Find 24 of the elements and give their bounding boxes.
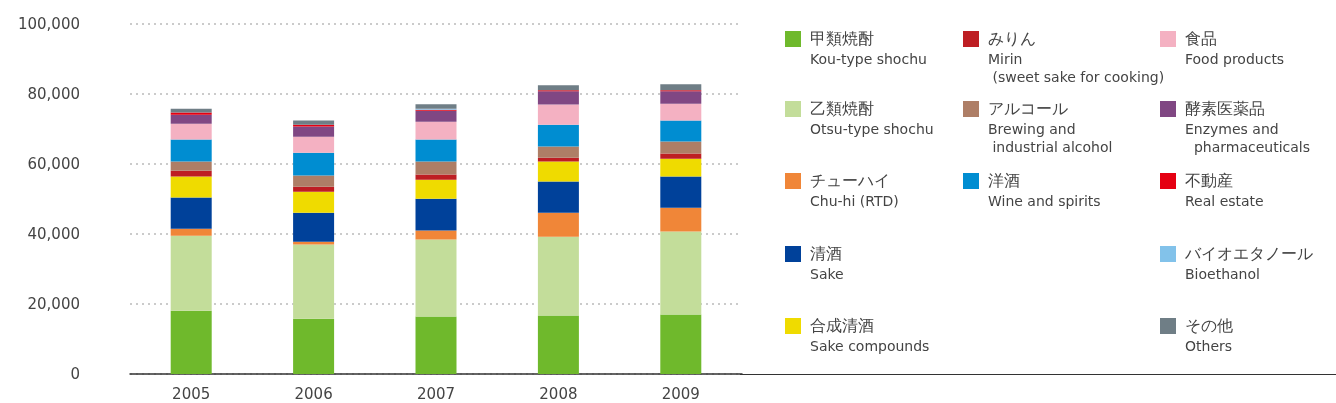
- x-tick-label: 2008: [539, 384, 578, 403]
- legend-label: 合成清酒 Sake compounds: [810, 315, 930, 355]
- x-tick-label: 2005: [172, 384, 211, 403]
- legend-label: 不動産 Real estate: [1185, 170, 1264, 210]
- legend-label: 甲類焼酎 Kou-type shochu: [810, 28, 927, 68]
- y-tick-label: 40,000: [27, 225, 80, 243]
- legend-label: 酵素医薬品 Enzymes and pharmaceuticals: [1185, 98, 1310, 156]
- y-tick-label: 100,000: [17, 15, 80, 33]
- x-tick-label: 2009: [661, 384, 700, 403]
- x-tick-label: 2007: [416, 384, 456, 403]
- legend-label: バイオエタノール Bioethanol: [1185, 243, 1313, 283]
- legend-label: 清酒 Sake: [810, 243, 844, 283]
- legend-label: 洋酒 Wine and spirits: [988, 170, 1101, 210]
- y-tick-label: 80,000: [27, 85, 80, 103]
- legend-label: 食品 Food products: [1185, 28, 1285, 68]
- legend-label: アルコール Brewing and industrial alcohol: [988, 98, 1113, 156]
- legend-label: その他 Others: [1185, 315, 1233, 355]
- y-tick-label: 60,000: [27, 155, 80, 173]
- legend-label: みりん Mirin (sweet sake for cooking): [988, 28, 1165, 86]
- y-tick-label: 20,000: [27, 295, 80, 313]
- legend-label: チューハイ Chu-hi (RTD): [810, 170, 899, 210]
- legend-label: 乙類焼酎 Otsu-type shochu: [810, 98, 934, 138]
- x-tick-label: 2006: [294, 384, 333, 403]
- y-tick-label: 0: [70, 365, 80, 383]
